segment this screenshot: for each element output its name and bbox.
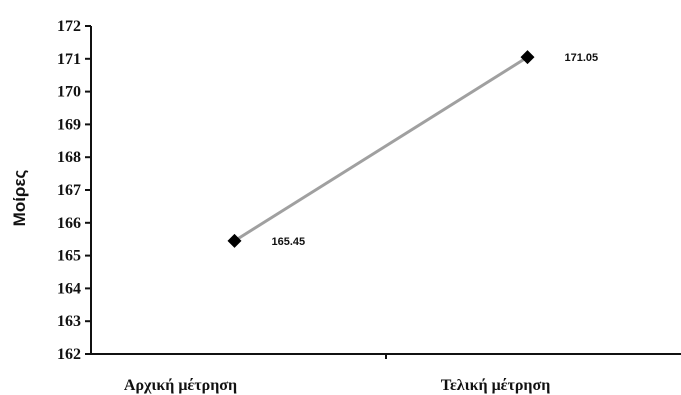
y-tick-label: 172 <box>57 18 81 35</box>
axes <box>90 26 681 359</box>
series: 165.45 171.05 <box>227 50 599 248</box>
x-category-label: Αρχική μέτρηση <box>124 377 237 394</box>
series-line <box>233 55 529 243</box>
x-category-label: Τελική μέτρηση <box>441 377 551 394</box>
y-tick-label: 162 <box>57 346 81 363</box>
y-tick-label: 164 <box>57 280 81 297</box>
y-tick-label: 171 <box>57 51 81 68</box>
y-tick-label: 167 <box>57 182 81 199</box>
y-axis-title: Μοίρες <box>10 169 29 226</box>
y-tick-label: 170 <box>57 84 81 101</box>
x-axis-categories: Αρχική μέτρηση Τελική μέτρηση <box>124 377 550 394</box>
data-label: 171.05 <box>565 52 599 64</box>
y-tick-label: 168 <box>57 149 81 166</box>
data-point-marker <box>520 50 535 65</box>
y-tick-label: 166 <box>57 215 81 232</box>
y-tick-label: 165 <box>57 248 81 265</box>
y-tick-label: 163 <box>57 313 81 330</box>
y-tick-label: 169 <box>57 116 81 133</box>
y-axis-ticks: 162 163 164 165 166 167 168 169 170 171 172 <box>57 18 91 363</box>
data-label: 165.45 <box>272 236 306 248</box>
data-point-marker <box>227 233 242 248</box>
